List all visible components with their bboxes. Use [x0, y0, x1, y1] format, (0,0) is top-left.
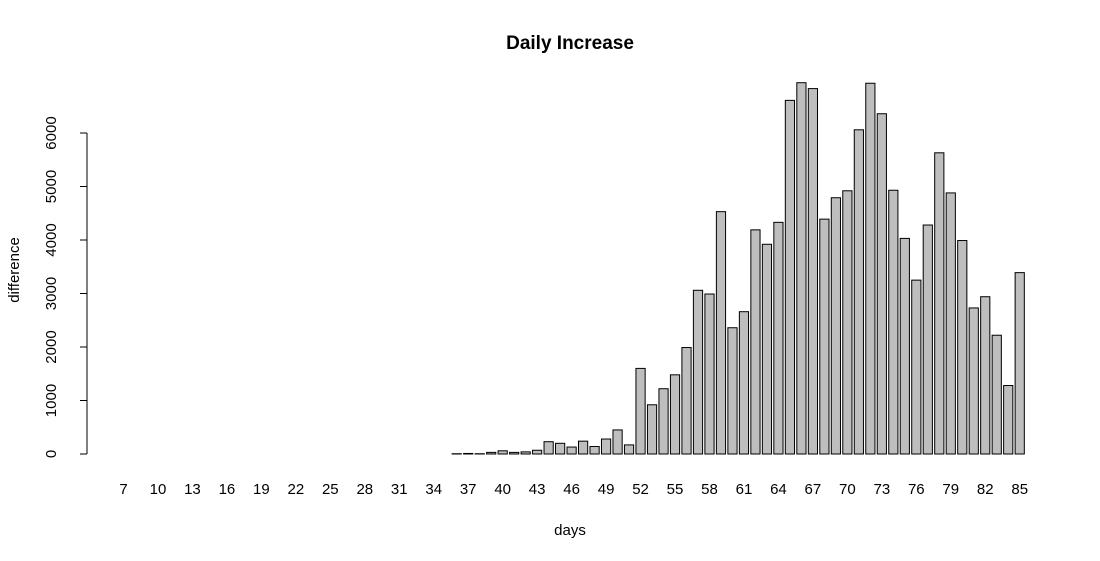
x-tick-label: 58: [701, 481, 718, 498]
x-tick-label: 43: [529, 481, 546, 498]
bar: [968, 307, 979, 455]
x-tick-label: 73: [873, 481, 890, 498]
bar: [692, 289, 704, 455]
bar: [509, 451, 520, 455]
bar: [922, 224, 933, 455]
y-tick-label: 1000: [43, 384, 60, 417]
bar: [463, 452, 474, 455]
bar: [991, 334, 1002, 455]
x-tick-label: 82: [977, 481, 994, 498]
bar: [796, 82, 807, 455]
x-tick-label: 10: [150, 481, 167, 498]
x-tick-label: 19: [253, 481, 270, 498]
bar: [865, 82, 876, 455]
bar: [486, 451, 497, 455]
bar: [715, 211, 727, 455]
bar: [681, 347, 692, 455]
x-tick-label: 70: [839, 481, 856, 498]
bar: [888, 189, 899, 455]
x-tick-label: 76: [908, 481, 925, 498]
bar: [934, 152, 945, 455]
bar: [555, 442, 566, 455]
bar: [646, 404, 658, 455]
x-tick-label: 46: [563, 481, 580, 498]
bar: [635, 367, 646, 455]
bar: [566, 446, 577, 455]
bar: [520, 451, 531, 455]
x-tick-label: 64: [770, 481, 787, 498]
bar: [543, 441, 554, 455]
y-tick-label: 5000: [43, 170, 60, 203]
x-tick-label: 13: [184, 481, 201, 498]
y-tick-label: 4000: [43, 223, 60, 256]
bars: [451, 82, 1025, 455]
bar: [727, 327, 738, 455]
x-tick-label: 40: [494, 481, 511, 498]
y-tick-label: 6000: [43, 116, 60, 149]
x-tick-label: 37: [460, 481, 477, 498]
x-tick-label: 79: [942, 481, 959, 498]
bar: [842, 190, 853, 455]
bar: [899, 237, 910, 455]
y-tick-label: 0: [43, 450, 60, 458]
bar: [1014, 272, 1025, 455]
x-axis-tick-labels: 7 10 13 16 19 22 25 28 31 34 37 40 43 46 49 52 55 58 61 64 6…: [119, 481, 1028, 498]
bar: [658, 388, 669, 455]
bar: [761, 243, 773, 455]
bar: [578, 440, 589, 455]
bar: [623, 444, 635, 455]
bar: [1003, 385, 1014, 455]
x-tick-label: 25: [322, 481, 339, 498]
x-tick-label: 16: [219, 481, 236, 498]
x-tick-label: 7: [119, 481, 127, 498]
x-tick-label: 31: [391, 481, 408, 498]
x-tick-label: 85: [1011, 481, 1028, 498]
bar: [830, 197, 841, 455]
bar: [819, 218, 830, 455]
x-axis-label: days: [554, 522, 586, 539]
bar: [612, 429, 623, 455]
x-tick-label: 61: [736, 481, 753, 498]
bar: [957, 240, 968, 455]
x-tick-label: 55: [667, 481, 684, 498]
x-tick-label: 52: [632, 481, 649, 498]
bar: [497, 450, 508, 455]
bar: [600, 438, 612, 455]
bar: [532, 449, 543, 455]
bar: [669, 374, 681, 455]
bar: [738, 311, 750, 455]
x-tick-label: 22: [288, 481, 305, 498]
bar: [704, 293, 715, 455]
x-tick-label: 28: [356, 481, 373, 498]
bar: [853, 129, 864, 455]
bar: [784, 99, 796, 455]
x-tick-label: 34: [425, 481, 442, 498]
bar: [945, 192, 956, 455]
y-axis-label: difference: [6, 237, 23, 303]
bar: [876, 113, 887, 455]
y-tick-label: 3000: [43, 277, 60, 310]
y-axis: 0 1000 2000 3000 4000 5000 6000: [43, 116, 88, 458]
bar: [750, 229, 761, 455]
chart-title: Daily Increase: [506, 33, 634, 54]
bar: [589, 446, 600, 455]
x-tick-label: 49: [598, 481, 615, 498]
x-tick-label: 67: [805, 481, 822, 498]
bar: [807, 88, 818, 455]
bar: [980, 296, 991, 455]
bar: [911, 279, 922, 455]
bar: [773, 221, 784, 455]
y-tick-label: 2000: [43, 330, 60, 363]
